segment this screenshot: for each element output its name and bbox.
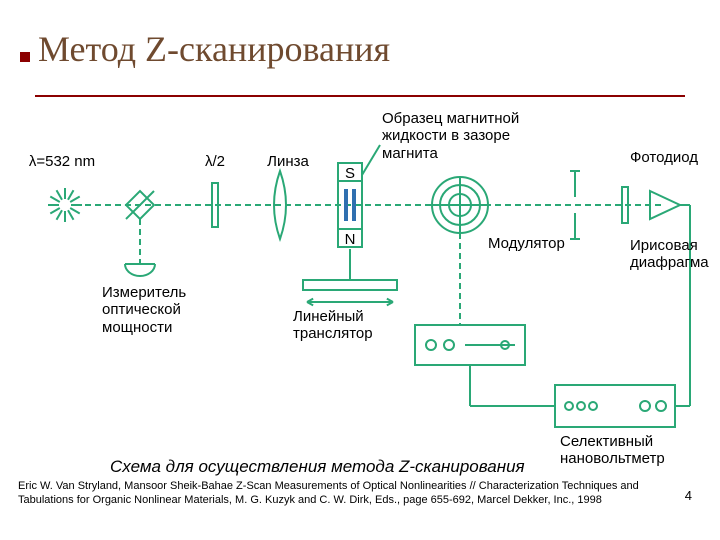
label-lambda: λ=532 nm bbox=[29, 153, 95, 170]
optical-diagram bbox=[20, 110, 700, 455]
label-powermeter: Измерительоптическоймощности bbox=[102, 284, 186, 336]
label-lens: Линза bbox=[267, 153, 309, 170]
label-halfwave: λ/2 bbox=[205, 153, 225, 170]
label-nanovoltmeter: Селективныйнановольтметр bbox=[560, 433, 665, 468]
title-underline bbox=[35, 95, 685, 97]
label-modulator: Модулятор bbox=[488, 235, 565, 252]
label-iris: Ирисоваядиафрагма bbox=[630, 237, 709, 272]
page-number: 4 bbox=[685, 488, 692, 503]
label-S: S bbox=[345, 165, 355, 182]
page-title: Метод Z-сканирования bbox=[38, 28, 678, 70]
label-sample: Образец магнитнойжидкости в зазоремагнит… bbox=[382, 110, 519, 162]
label-translator: Линейныйтранслятор bbox=[293, 308, 373, 343]
title-bullet bbox=[20, 52, 30, 62]
label-photodiode: Фотодиод bbox=[630, 149, 698, 166]
label-N: N bbox=[345, 231, 356, 248]
citation-text: Eric W. Van Stryland, Mansoor Sheik-Baha… bbox=[18, 480, 648, 508]
